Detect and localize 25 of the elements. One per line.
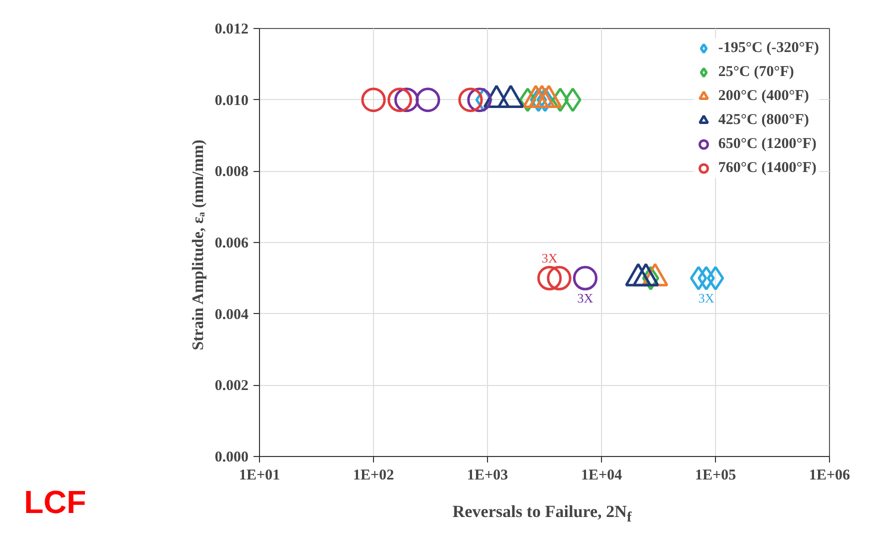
x-tick-label: 1E+06 [808, 468, 851, 484]
y-tick-label: 0.002 [214, 378, 248, 394]
x-tick-label: 1E+04 [580, 468, 623, 484]
text: LCF [24, 483, 86, 522]
legend-label: 760°C (1400°F) [718, 160, 816, 176]
legend-label: 650°C (1200°F) [718, 136, 816, 152]
x-tick-label: 1E+05 [694, 468, 736, 484]
y-axis-title: Strain Amplitude, εₐ (mm/mm) [190, 140, 207, 350]
x-tick-label: 1E+03 [466, 468, 508, 484]
y-tick-label: 0.000 [214, 450, 248, 466]
legend-label: 200°C (400°F) [718, 88, 809, 104]
y-tick-label: 0.008 [214, 164, 248, 180]
x-tick-label: 1E+02 [352, 468, 394, 484]
x-tick-label: 1E+01 [238, 468, 280, 484]
y-tick-label: 0.010 [214, 92, 248, 109]
annotation: 3X [577, 290, 594, 306]
x-axis-title: Reversals to Failure, 2N$_{f}$ [451, 501, 633, 528]
legend-label: 25°C (70°F) [718, 64, 794, 80]
annotation: 3X [542, 250, 558, 266]
y-tick-label: 0.004 [214, 306, 249, 323]
legend-label: -195°C (-320°F) [718, 40, 819, 56]
y-tick-label: 0.012 [214, 22, 248, 38]
annotation: 3X [698, 290, 715, 306]
legend-label: 425°C (800°F) [718, 112, 809, 128]
y-tick-label: 0.006 [214, 236, 249, 252]
